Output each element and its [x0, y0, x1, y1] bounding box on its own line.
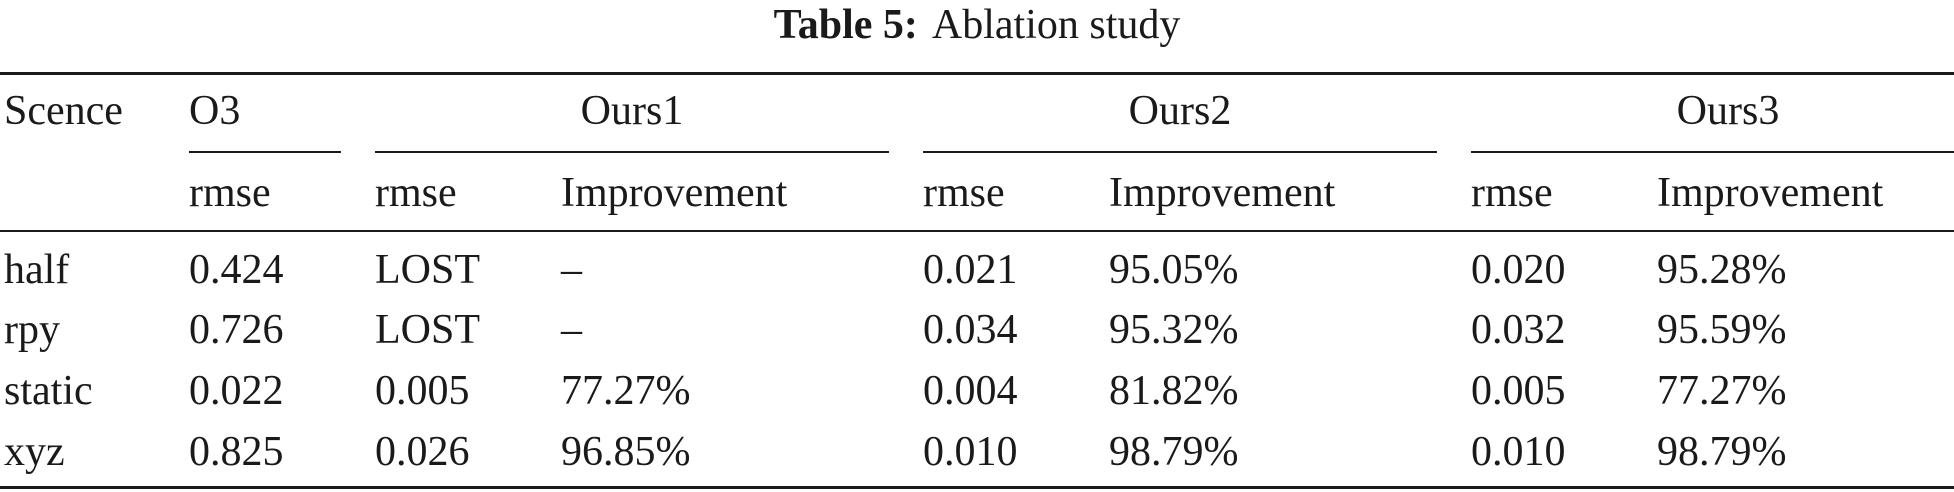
cell-ours1-improvement: –: [561, 307, 582, 353]
cell-ours1-rmse: LOST: [375, 307, 480, 353]
subheader-ours3-improvement: Improvement: [1657, 170, 1884, 216]
group-header-ours1: Ours1: [580, 88, 684, 134]
cell-ours1-rmse: 0.026: [375, 429, 470, 475]
group-rule-ours2: [923, 151, 1437, 153]
group-rule-ours1: [375, 151, 889, 153]
cell-ours2-improvement: 95.32%: [1109, 307, 1239, 353]
cell-ours3-improvement: 98.79%: [1657, 429, 1787, 475]
cell-ours3-improvement: 77.27%: [1657, 368, 1787, 414]
cell-ours3-rmse: 0.010: [1471, 429, 1566, 475]
cell-ours1-improvement: 96.85%: [561, 429, 691, 475]
cell-o3-rmse: 0.726: [189, 307, 284, 353]
caption-text: Ablation study: [931, 2, 1181, 48]
cell-ours2-rmse: 0.034: [923, 307, 1018, 353]
header-rule: [0, 230, 1954, 232]
cell-ours2-rmse: 0.010: [923, 429, 1018, 475]
cell-ours3-rmse: 0.032: [1471, 307, 1566, 353]
group-header-ours2: Ours2: [1128, 88, 1232, 134]
subheader-ours2-rmse: rmse: [923, 170, 1005, 216]
cell-o3-rmse: 0.424: [189, 247, 284, 293]
cell-scene: static: [4, 368, 93, 414]
group-header-ours3: Ours3: [1676, 88, 1780, 134]
subheader-ours3-rmse: rmse: [1471, 170, 1553, 216]
subheader-ours1-rmse: rmse: [375, 170, 457, 216]
cell-ours2-improvement: 95.05%: [1109, 247, 1239, 293]
subheader-o3-rmse: rmse: [189, 170, 271, 216]
cell-o3-rmse: 0.022: [189, 368, 284, 414]
group-rule-o3: [189, 151, 341, 153]
cell-ours1-rmse: LOST: [375, 247, 480, 293]
cell-ours2-rmse: 0.004: [923, 368, 1018, 414]
header-scene: Scence: [4, 88, 123, 134]
cell-ours1-improvement: 77.27%: [561, 368, 691, 414]
cell-ours3-improvement: 95.59%: [1657, 307, 1787, 353]
top-rule: [0, 72, 1954, 75]
cell-ours2-improvement: 81.82%: [1109, 368, 1239, 414]
cell-o3-rmse: 0.825: [189, 429, 284, 475]
bottom-rule: [0, 486, 1954, 489]
cell-ours2-improvement: 98.79%: [1109, 429, 1239, 475]
caption-label: Table 5:: [773, 2, 918, 48]
group-header-o3: O3: [189, 88, 241, 134]
cell-ours3-rmse: 0.005: [1471, 368, 1566, 414]
table-caption: Table 5: Ablation study: [0, 0, 1954, 50]
cell-scene: half: [4, 247, 70, 293]
cell-ours3-improvement: 95.28%: [1657, 247, 1787, 293]
cell-ours3-rmse: 0.020: [1471, 247, 1566, 293]
subheader-ours2-improvement: Improvement: [1109, 170, 1336, 216]
cell-scene: rpy: [4, 307, 60, 353]
cell-ours2-rmse: 0.021: [923, 247, 1018, 293]
cell-scene: xyz: [4, 429, 65, 475]
cell-ours1-improvement: –: [561, 247, 582, 293]
group-rule-ours3: [1471, 151, 1954, 153]
subheader-ours1-improvement: Improvement: [561, 170, 788, 216]
cell-ours1-rmse: 0.005: [375, 368, 470, 414]
